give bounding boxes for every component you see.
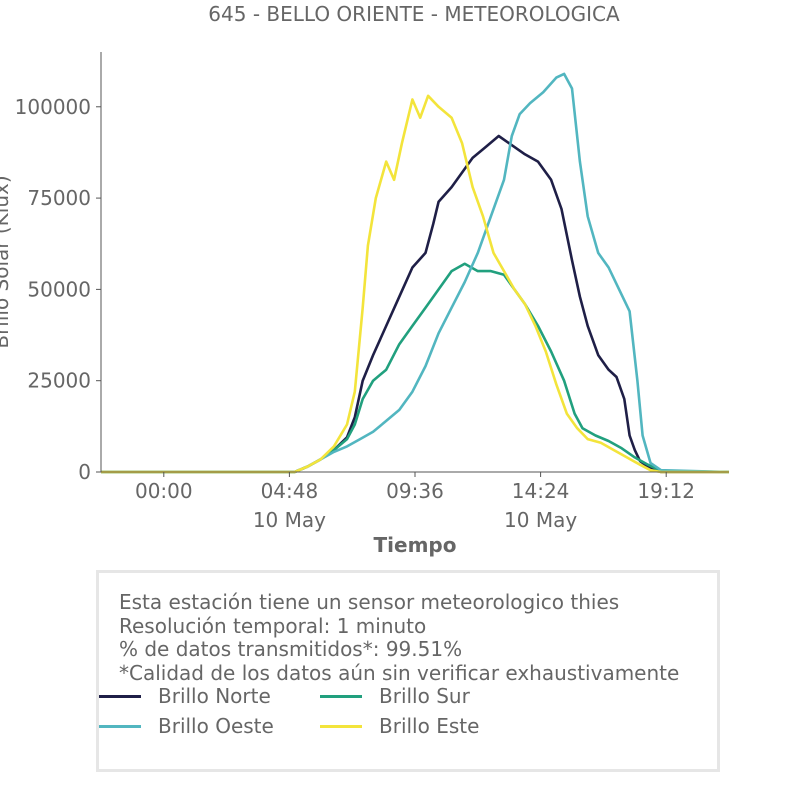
series-line-brillo-este	[101, 94, 729, 474]
legend-label-norte: Brillo Norte	[158, 684, 271, 708]
x-tick-label: 04:48	[261, 479, 319, 503]
chart-title: 645 - BELLO ORIENTE - METEOROLOGICA	[208, 2, 620, 26]
legend-label-oeste: Brillo Oeste	[158, 714, 274, 738]
legend-label-sur: Brillo Sur	[379, 684, 470, 708]
legend-label-este: Brillo Este	[379, 714, 480, 738]
y-tick-label: 50000	[27, 277, 91, 301]
info-line-transmitted: % de datos transmitidos*: 99.51%	[119, 637, 463, 661]
series-line-brillo-oeste	[101, 72, 730, 474]
y-ticks: 0 25000 50000 75000 100000	[15, 95, 101, 484]
x-tick-label: 09:36	[386, 479, 444, 503]
legend-swatch-norte	[99, 694, 141, 698]
x-tick-label: 14:24	[512, 479, 570, 503]
series-line-brillo-norte	[101, 134, 729, 474]
info-line-quality: *Calidad de los datos aún sin verificar …	[119, 660, 680, 685]
x-tick-label: 00:00	[135, 479, 193, 503]
x-tick-sublabel: 10 May	[253, 508, 326, 532]
y-tick-label: 0	[78, 460, 91, 484]
series-line-brillo-sur	[101, 262, 730, 474]
legend-swatch-oeste	[99, 724, 141, 728]
series-layer	[101, 72, 730, 474]
y-tick-label: 75000	[27, 186, 91, 210]
legend-swatch-este	[320, 724, 362, 728]
x-axis-label: Tiempo	[374, 533, 457, 557]
y-tick-label: 100000	[15, 95, 91, 119]
y-axis-label: Brillo Solar (Klux)	[0, 175, 13, 348]
legend-swatch-sur	[320, 694, 362, 698]
x-ticks: 00:00 04:48 10 May 09:36 14:24 10 May 19:12	[135, 472, 695, 532]
x-tick-label: 19:12	[637, 479, 695, 503]
legend-item-sur: Brillo Sur	[320, 681, 470, 711]
y-tick-label: 25000	[27, 369, 91, 393]
info-line-station: Esta estación tiene un sensor meteorolog…	[119, 590, 620, 614]
x-tick-sublabel: 10 May	[504, 508, 577, 532]
info-box: Esta estación tiene un sensor meteorolog…	[96, 570, 720, 772]
legend-item-oeste: Brillo Oeste	[99, 711, 274, 741]
info-text: Esta estación tiene un sensor meteorolog…	[119, 590, 680, 685]
info-line-resolution: Resolución temporal: 1 minuto	[119, 613, 427, 638]
legend-item-norte: Brillo Norte	[99, 681, 271, 711]
legend-item-este: Brillo Este	[320, 711, 479, 741]
